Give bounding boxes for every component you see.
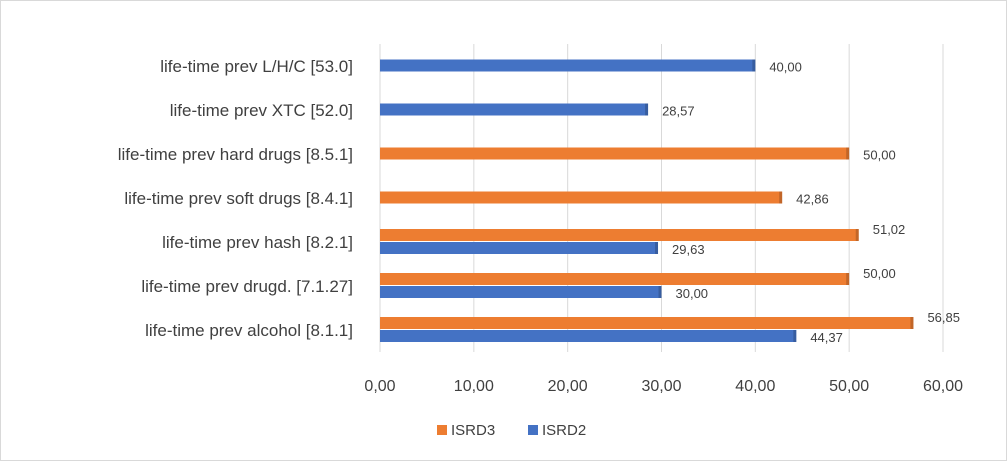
bar-end-cap [658,286,662,298]
x-tick-label: 10,00 [454,378,494,395]
data-labels: 40,00 28,57 50,00 42,86 51,02 29,63 50,00 30,00… [662,60,960,346]
category-label: life-time prev L/H/C [53.0] [160,57,353,76]
x-tick-label: 50,00 [829,378,869,395]
bar-isrd3 [380,191,783,204]
legend: ISRD3 ISRD2 [437,422,586,439]
bar-end-cap [655,242,659,254]
x-tick-label: 60,00 [923,378,963,395]
bar-end-cap [846,147,850,160]
data-label: 56,85 [927,310,960,325]
bar-end-cap [910,317,914,329]
bar-end-cap [793,330,797,342]
data-label: 44,37 [810,330,843,345]
bar-isrd3 [380,229,859,241]
category-label: life-time prev hash [8.2.1] [162,233,353,252]
data-label: 50,00 [863,148,896,163]
data-label: 30,00 [676,286,709,301]
data-label: 42,86 [796,192,829,207]
data-label: 40,00 [769,60,802,75]
legend-swatch [528,425,538,435]
bar-end-cap [752,59,756,72]
category-label: life-time prev soft drugs [8.4.1] [124,189,353,208]
bar-isrd2 [380,59,756,72]
legend-label: ISRD2 [542,422,586,439]
x-tick-label: 20,00 [548,378,588,395]
category-label: life-time prev drugd. [7.1.27] [141,277,353,296]
bars [380,59,914,342]
data-label: 50,00 [863,266,896,281]
category-labels: life-time prev L/H/C [53.0] life-time pre… [118,57,353,340]
category-label: life-time prev hard drugs [8.5.1] [118,145,353,164]
bar-isrd3 [380,317,914,329]
bar-isrd2 [380,242,659,254]
x-tick-label: 0,00 [364,378,395,395]
bar-isrd3 [380,147,850,160]
bar-end-cap [779,191,783,204]
x-tick-label: 40,00 [735,378,775,395]
data-label: 28,57 [662,104,695,119]
category-label: life-time prev alcohol [8.1.1] [145,321,353,340]
legend-label: ISRD3 [451,422,495,439]
data-label: 51,02 [873,222,906,237]
category-label: life-time prev XTC [52.0] [170,101,353,120]
legend-swatch [437,425,447,435]
x-tick-label: 30,00 [641,378,681,395]
bar-isrd2 [380,330,797,342]
data-label: 29,63 [672,242,705,257]
bar-isrd3 [380,273,850,285]
bar-isrd2 [380,286,662,298]
bar-end-cap [846,273,850,285]
bar-end-cap [855,229,859,241]
bar-isrd2 [380,103,649,116]
x-tick-labels: 0,00 10,00 20,00 30,00 40,00 50,00 60,00 [364,378,963,395]
bar-end-cap [645,103,649,116]
